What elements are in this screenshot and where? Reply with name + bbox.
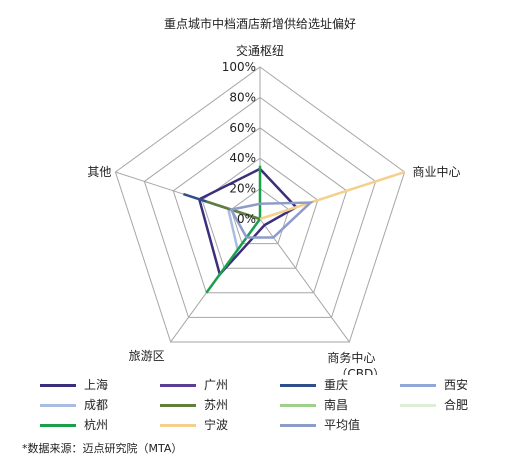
legend-label: 宁波 — [204, 418, 229, 432]
legend-label: 南昌 — [324, 398, 349, 412]
legend-label: 平均值 — [324, 418, 361, 432]
grid-ring — [114, 66, 406, 343]
radar-chart: 重点城市中档酒店新增供给选址偏好 0% 20% 40% 60% 80% 100% 交通枢纽… — [87, 16, 460, 375]
grid-ring — [143, 96, 377, 318]
legend-label: 成都 — [84, 398, 109, 412]
series-line-平均值 — [229, 201, 314, 239]
axis-label: 其他 — [87, 165, 111, 179]
legend-swatch — [160, 384, 196, 387]
series-layer — [182, 165, 405, 294]
r-tick-label: 80% — [229, 90, 256, 104]
series-line-上海 — [197, 167, 299, 277]
legend-swatch — [400, 404, 436, 407]
legend-swatch — [40, 424, 76, 427]
legend-label: 苏州 — [204, 398, 229, 412]
legend-swatch — [400, 384, 436, 387]
source-note: *数据来源：迈点研究院（MTA） — [22, 442, 183, 455]
legend-label: 西安 — [444, 378, 469, 392]
r-tick-label: 0% — [237, 212, 256, 226]
chart-title: 重点城市中档酒店新增供给选址偏好 — [164, 16, 356, 31]
axis-label: 商务中心（CBD） — [327, 350, 385, 375]
r-tick-label: 60% — [229, 121, 256, 135]
legend-label: 杭州 — [84, 418, 109, 432]
axis-label: 商业中心 — [413, 164, 461, 179]
series-line-苏州 — [206, 200, 261, 221]
grid-ring — [172, 127, 348, 294]
grid-ring — [230, 187, 290, 245]
axis-label: 交通枢纽 — [236, 43, 284, 58]
grid-spoke — [259, 218, 350, 343]
legend-swatch — [40, 384, 76, 387]
axis-label: 旅游区 — [129, 349, 165, 363]
r-tick-label: 100% — [222, 60, 256, 74]
legend-swatch — [160, 404, 196, 407]
legend-swatch — [160, 424, 196, 427]
legend-swatch — [280, 404, 316, 407]
legend-swatch — [280, 384, 316, 387]
radial-tick-labels: 0% 20% 40% 60% 80% 100% — [222, 60, 256, 226]
r-tick-label: 20% — [229, 182, 256, 196]
legend-label: 合肥 — [444, 398, 469, 412]
legend-swatch — [280, 424, 316, 427]
series-line-杭州 — [205, 165, 262, 294]
legend-label: 重庆 — [324, 378, 349, 392]
legend-swatch — [40, 404, 76, 407]
series-line-宁波 — [259, 170, 405, 221]
legend-label: 广州 — [204, 378, 229, 392]
r-tick-label: 40% — [229, 151, 256, 165]
legend-label: 上海 — [84, 378, 109, 392]
